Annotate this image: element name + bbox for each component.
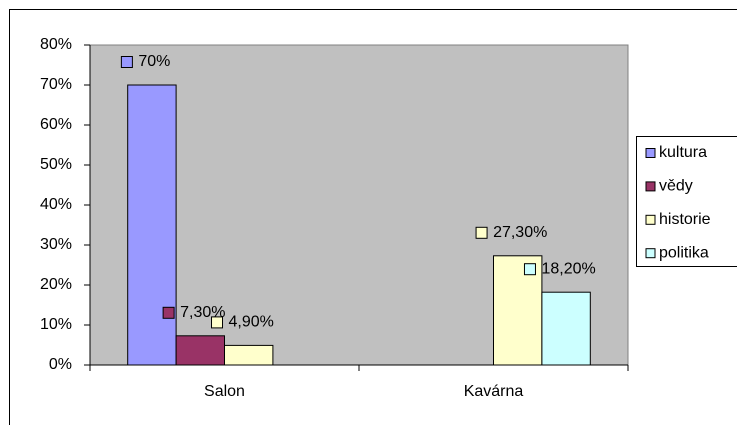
y-tick-label: 70% xyxy=(40,76,72,93)
legend-key xyxy=(645,248,656,259)
y-tick-label: 50% xyxy=(40,156,72,173)
bar xyxy=(127,84,177,366)
x-tick-label: Kavárna xyxy=(464,383,524,400)
y-tick-label: 20% xyxy=(40,276,72,293)
data-label-key xyxy=(475,226,488,239)
data-label: 27,30% xyxy=(493,224,547,241)
legend-key xyxy=(645,181,656,192)
legend-label: politika xyxy=(659,244,709,261)
legend-label: kultura xyxy=(659,144,707,161)
legend-key xyxy=(645,214,656,225)
y-tick-label: 60% xyxy=(40,116,72,133)
legend xyxy=(636,136,737,267)
y-tick-label: 30% xyxy=(40,236,72,253)
data-label-key xyxy=(211,316,224,329)
y-tick-label: 80% xyxy=(40,36,72,53)
data-label: 70% xyxy=(138,53,170,70)
bar xyxy=(224,344,274,366)
y-tick-label: 10% xyxy=(40,316,72,333)
legend-key xyxy=(645,148,656,158)
data-label-key xyxy=(162,306,175,319)
bar xyxy=(541,291,591,366)
y-tick-label: 40% xyxy=(40,196,72,213)
legend-label: vědy xyxy=(659,178,693,195)
data-label-key xyxy=(523,263,536,276)
bar xyxy=(175,335,226,366)
data-label: 18,20% xyxy=(541,260,595,277)
y-tick-label: 0% xyxy=(49,356,72,373)
legend-label: historie xyxy=(659,211,711,228)
data-label: 4,90% xyxy=(229,314,274,331)
data-label-key xyxy=(120,56,133,68)
x-tick-label: Salon xyxy=(204,383,245,400)
